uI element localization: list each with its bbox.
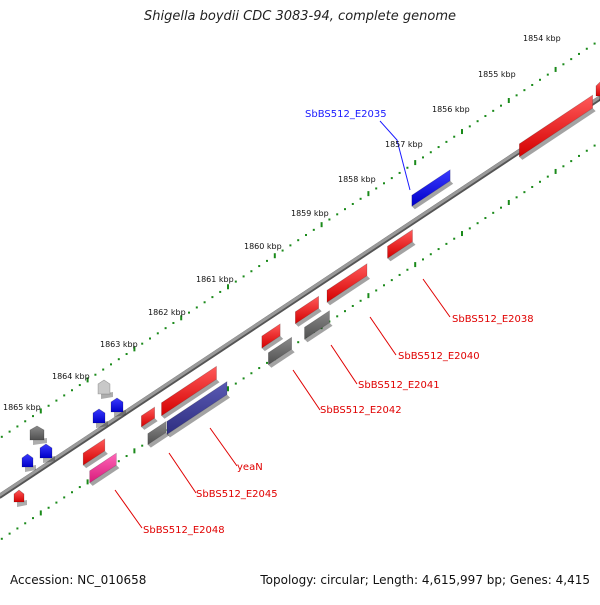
gene-feature-blue: [21, 453, 36, 472]
connector-SbBS512_E2048: [114, 489, 143, 529]
gene-feature-SbBS512_E2045: [147, 420, 170, 448]
scale-label: 1863 kbp: [100, 340, 138, 349]
connector-yeaN: [209, 427, 238, 467]
feature-shadow: [268, 349, 295, 368]
feature-body: [519, 94, 593, 158]
gene-feature-navy: [166, 381, 230, 438]
feature-body: [595, 81, 600, 97]
feature-body: [92, 408, 106, 424]
feature-shadow: [519, 108, 596, 160]
gene-label-SbBS512_E2038: SbBS512_E2038: [452, 314, 534, 325]
gene-feature-red: [13, 489, 27, 507]
scale-label: 1855 kbp: [478, 70, 516, 79]
feature-body: [147, 420, 167, 446]
scale-label: 1854 kbp: [523, 34, 561, 43]
feature-shadow: [83, 450, 108, 469]
gene-labels: SbBS512_E2035 SbBS512_E2038 SbBS512_E204…: [143, 109, 534, 536]
scale-ticks-inner: [0, 144, 596, 540]
connector-SbBS512_E2042: [292, 369, 321, 411]
feature-shadow: [89, 465, 120, 486]
scale-label: 1858 kbp: [338, 175, 376, 184]
gene-features: [13, 81, 600, 507]
feature-body: [268, 336, 292, 366]
gene-feature-SbBS512_E2042: [261, 323, 284, 352]
scale-label: 1861 kbp: [196, 275, 234, 284]
scale-label: 1860 kbp: [244, 242, 282, 251]
feature-shadow: [147, 432, 170, 448]
feature-shadow: [167, 394, 230, 438]
scale-labels: 1854 kbp 1855 kbp 1856 kbp 1857 kbp 1858…: [3, 34, 561, 412]
scale-label: 1862 kbp: [148, 308, 186, 317]
feature-shadow: [411, 180, 454, 210]
connector-SbBS512_E2035: [379, 120, 411, 191]
gene-label-SbBS512_E2035: SbBS512_E2035: [305, 109, 387, 120]
connector-SbBS512_E2038: [422, 278, 451, 318]
feature-body: [166, 381, 228, 435]
gene-feature-SbBS512_E2048: [89, 452, 120, 486]
feature-body: [82, 438, 106, 466]
gene-feature-gray: [268, 336, 295, 368]
gene-feature-gray: [304, 310, 333, 343]
accession-text: Accession: NC_010658: [10, 573, 147, 587]
feature-shadow: [304, 322, 333, 343]
label-connectors: [114, 120, 451, 529]
feature-body: [29, 425, 45, 441]
feature-body: [13, 489, 25, 503]
scale-label: 1864 kbp: [52, 372, 90, 381]
gene-label-SbBS512_E2048: SbBS512_E2048: [143, 525, 225, 536]
feature-body: [161, 365, 217, 417]
feature-body: [326, 263, 368, 303]
scale-label: 1856 kbp: [432, 105, 470, 114]
feature-body: [411, 169, 451, 207]
feature-body: [110, 397, 124, 413]
feature-body: [387, 229, 413, 259]
genome-summary-text: Topology: circular; Length: 4,615,997 bp…: [260, 573, 590, 587]
connector-SbBS512_E2045: [168, 452, 197, 494]
feature-shadow: [161, 379, 220, 419]
gene-feature-blue: [92, 408, 108, 428]
feature-body: [261, 323, 281, 349]
gene-feature-lightgray: [97, 379, 113, 399]
feature-body: [141, 406, 155, 428]
gene-feature-SbBS512_E2038: [387, 229, 416, 262]
gene-label-SbBS512_E2042: SbBS512_E2042: [320, 405, 402, 416]
gene-feature-gray: [29, 425, 47, 445]
connector-SbBS512_E2040: [369, 316, 397, 356]
scale-label: 1859 kbp: [291, 209, 329, 218]
feature-shadow: [327, 275, 370, 306]
feature-body: [97, 379, 111, 395]
gene-label-SbBS512_E2045: SbBS512_E2045: [196, 489, 278, 500]
gene-feature-SbBS512_E2035: [411, 169, 454, 210]
map-title: Shigella boydii CDC 3083-94, complete ge…: [143, 9, 457, 24]
gene-label-yeaN: yeaN: [237, 462, 263, 473]
gene-feature-blue: [110, 397, 126, 417]
gene-feature-red: [82, 438, 108, 469]
feature-body: [304, 310, 330, 340]
connector-SbBS512_E2041: [330, 344, 358, 385]
scale-label: 1857 kbp: [385, 140, 423, 149]
feature-shadow: [261, 335, 284, 352]
gene-feature-SbBS512_E2041: [295, 295, 322, 327]
scale-label: 1865 kbp: [3, 403, 41, 412]
gene-feature-SbBS512_E2040: [326, 263, 370, 306]
gene-feature-red: [519, 94, 596, 160]
feature-shadow: [141, 418, 158, 430]
feature-body: [295, 295, 319, 325]
gene-feature-yeaN: [161, 365, 220, 419]
scale-ticks-outer: [0, 42, 596, 438]
feature-body: [39, 443, 53, 459]
feature-body: [89, 452, 117, 484]
feature-shadow: [387, 241, 416, 262]
gene-feature-red: [595, 81, 600, 101]
gene-feature-blue: [39, 443, 55, 463]
backbone-line: [0, 95, 600, 499]
gene-label-SbBS512_E2040: SbBS512_E2040: [398, 351, 480, 362]
feature-body: [21, 453, 34, 468]
gene-feature-red: [141, 406, 158, 430]
gene-label-SbBS512_E2041: SbBS512_E2041: [358, 380, 440, 391]
feature-shadow: [295, 308, 322, 327]
